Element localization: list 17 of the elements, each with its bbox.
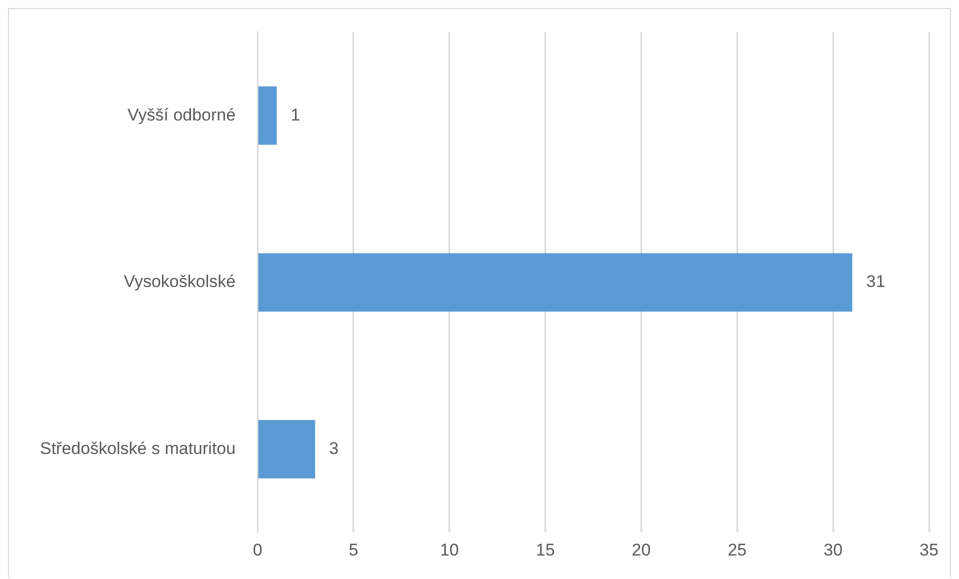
x-tick-label: 35 [920, 540, 938, 560]
x-tick-label: 10 [440, 540, 459, 560]
x-tick-label: 25 [728, 540, 747, 560]
x-tick-label: 30 [824, 540, 843, 560]
y-tick-label: Vysokoškolské [124, 272, 236, 292]
x-tick-label: 15 [536, 540, 555, 560]
bar [258, 420, 316, 478]
data-label: 31 [866, 272, 886, 292]
y-tick-label: Středoškolské s maturitou [40, 438, 236, 458]
bar [258, 86, 277, 145]
data-label: 3 [329, 438, 339, 458]
x-tick-label: 5 [348, 540, 358, 560]
x-tick-label: 0 [252, 540, 262, 560]
y-tick-label: Vyšší odborné [128, 105, 236, 124]
bar [258, 253, 852, 312]
data-label: 1 [290, 105, 300, 124]
x-tick-label: 20 [632, 540, 651, 560]
